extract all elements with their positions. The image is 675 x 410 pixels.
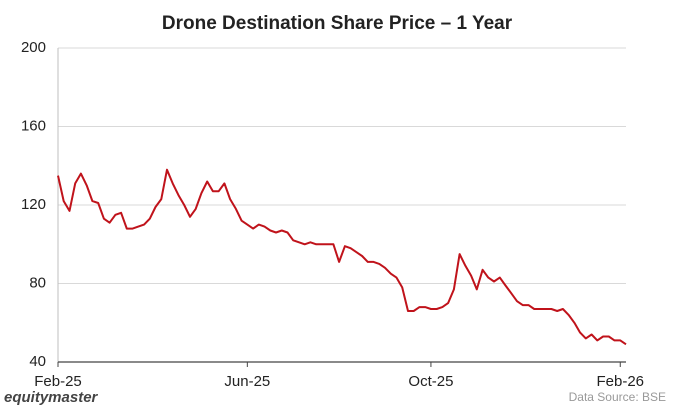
chart-title: Drone Destination Share Price – 1 Year — [162, 13, 513, 34]
y-tick-label: 80 — [29, 274, 46, 291]
y-tick-label: 40 — [29, 353, 46, 370]
brand: equitymaster — [4, 389, 99, 406]
y-tick-label: 160 — [21, 117, 46, 134]
x-tick-label: Oct-25 — [408, 373, 453, 390]
x-tick-label: Feb-25 — [34, 373, 82, 390]
x-tick-label: Jun-25 — [224, 373, 270, 390]
source: Data Source: BSE — [569, 390, 666, 404]
price-line — [57, 168, 627, 346]
y-tick-label: 120 — [21, 196, 46, 213]
x-tick-label: Feb-26 — [596, 373, 644, 390]
y-tick-label: 200 — [21, 39, 46, 56]
